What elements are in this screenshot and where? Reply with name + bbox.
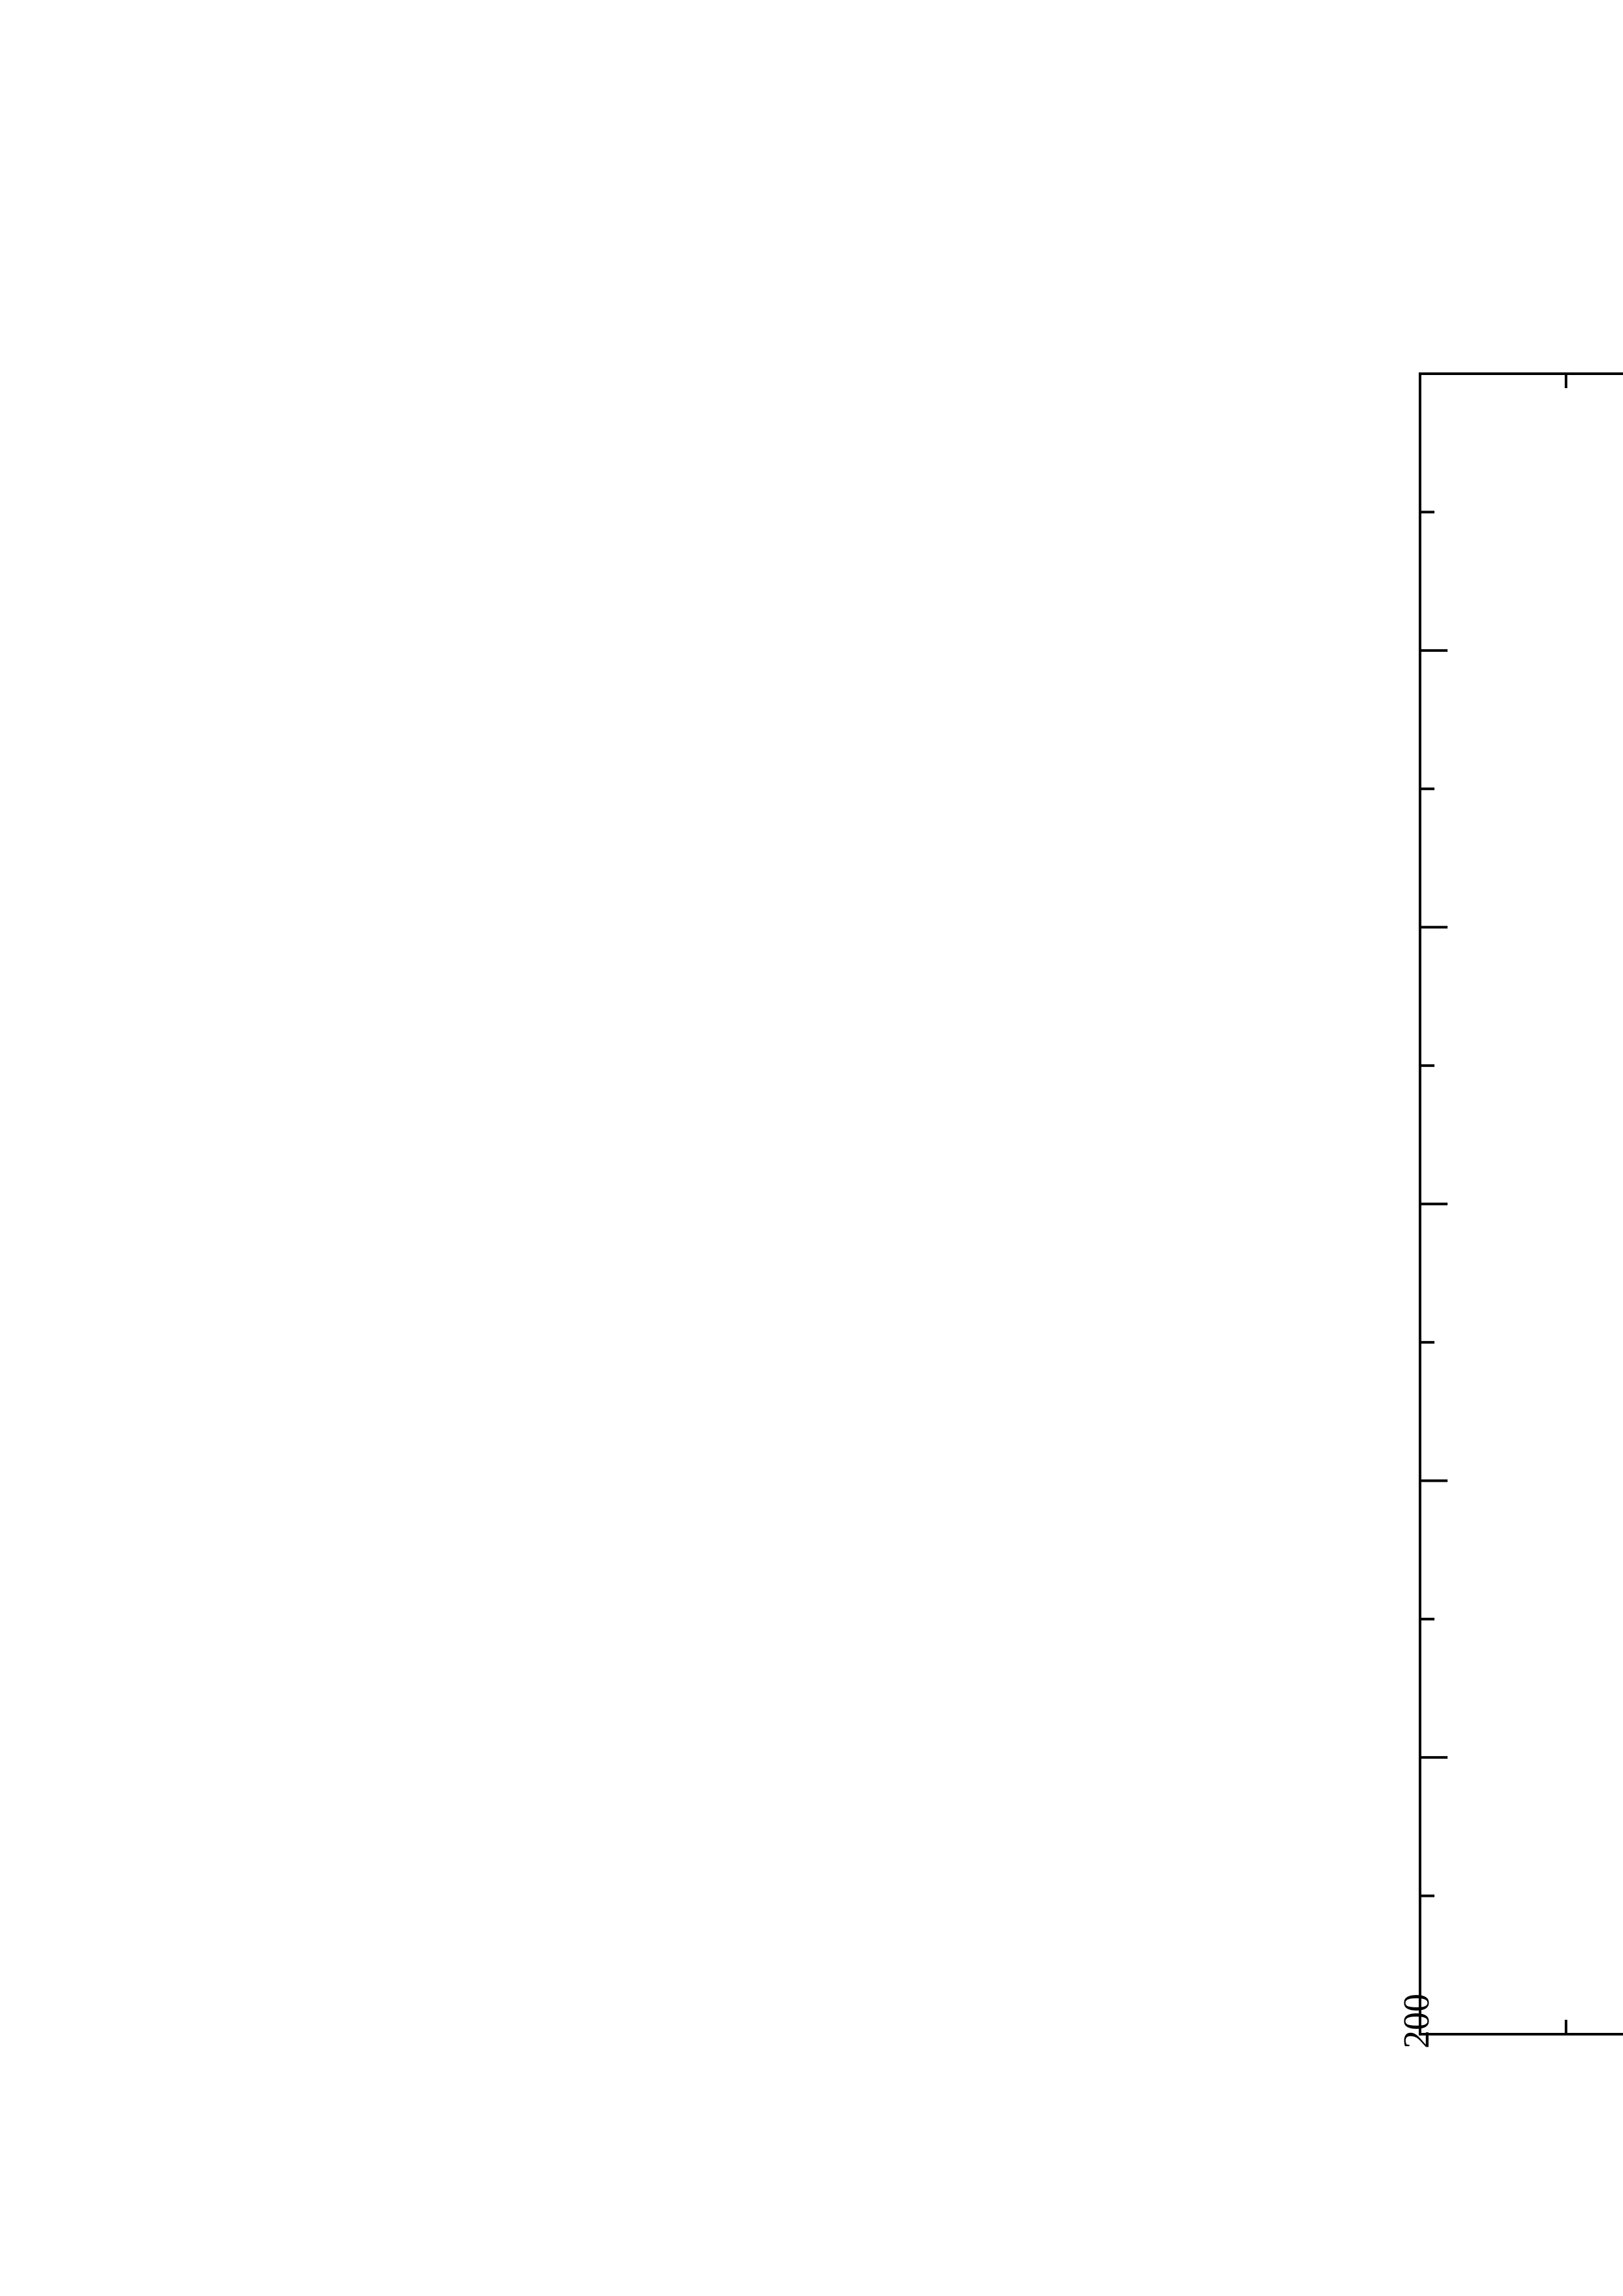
y-tick-label: 200 bbox=[1396, 1994, 1437, 2049]
ticks-group bbox=[1419, 372, 1567, 2036]
tick-labels: 050010001500200025003000050100150200 bbox=[1396, 1994, 1437, 2049]
plot-area bbox=[1419, 372, 1623, 2036]
plot-frame bbox=[1419, 372, 1623, 2036]
